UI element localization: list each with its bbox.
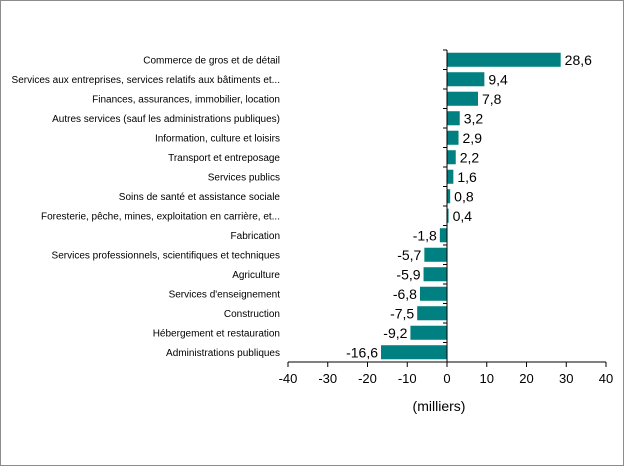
x-tick-label: 20 xyxy=(519,371,533,386)
x-tick-label: 30 xyxy=(559,371,573,386)
bar xyxy=(417,306,447,321)
value-label: 1,6 xyxy=(457,169,477,185)
category-label: Hébergement et restauration xyxy=(153,328,280,339)
value-label: 7,8 xyxy=(482,91,502,107)
value-label: 28,6 xyxy=(565,52,592,68)
category-label: Services d'enseignement xyxy=(169,289,281,300)
value-label: -9,2 xyxy=(383,325,407,341)
bar xyxy=(447,150,456,165)
bar xyxy=(447,72,485,87)
value-label: -1,8 xyxy=(413,227,437,243)
category-label: Commerce de gros et de détail xyxy=(143,55,280,66)
value-label: -6,8 xyxy=(393,286,417,302)
bar xyxy=(447,91,479,106)
category-label: Information, culture et loisirs xyxy=(155,133,280,144)
value-label: 0,8 xyxy=(454,188,474,204)
value-label: 9,4 xyxy=(488,71,508,87)
axes-group: -40 -30 -20 -10 0 10 20 30 40 xyxy=(279,49,613,386)
category-label: Finances, assurances, immobilier, locati… xyxy=(92,94,280,105)
category-label: Transport et entreposage xyxy=(168,153,280,164)
x-tick-label: 40 xyxy=(599,371,613,386)
value-label: 0,4 xyxy=(453,208,473,224)
labels-group: Commerce de gros et de détail 28,6 Service… xyxy=(12,52,593,361)
bar xyxy=(447,189,451,204)
bar xyxy=(447,130,459,145)
category-label: Administrations publiques xyxy=(166,348,280,359)
value-label: 2,2 xyxy=(460,149,480,165)
category-label: Soins de santé et assistance sociale xyxy=(119,192,281,203)
bar xyxy=(439,228,447,243)
bar xyxy=(447,169,454,184)
bar xyxy=(381,345,447,360)
bar xyxy=(423,267,447,282)
x-tick-label: -20 xyxy=(358,371,377,386)
x-axis-title: (milliers) xyxy=(413,398,466,414)
x-tick-label: -30 xyxy=(318,371,337,386)
bar xyxy=(424,247,447,262)
x-tick-label: -40 xyxy=(279,371,298,386)
x-tick-label: 10 xyxy=(480,371,494,386)
bar xyxy=(447,111,460,126)
category-label: Construction xyxy=(224,309,280,320)
category-label: Services aux entreprises, services relat… xyxy=(12,75,280,86)
bar xyxy=(410,325,447,340)
category-label: Agriculture xyxy=(232,270,280,281)
value-label: -7,5 xyxy=(390,305,414,321)
category-label: Services professionnels, scientifiques e… xyxy=(52,250,280,261)
value-label: -5,9 xyxy=(396,266,420,282)
bar xyxy=(447,208,449,223)
category-label: Autres services (sauf les administration… xyxy=(52,114,280,125)
category-label: Foresterie, pêche, mines, exploitation e… xyxy=(41,211,280,222)
category-label: Services publics xyxy=(208,172,280,183)
value-label: -16,6 xyxy=(346,344,378,360)
bar xyxy=(419,286,447,301)
category-label: Fabrication xyxy=(231,231,280,242)
value-label: 3,2 xyxy=(464,110,484,126)
x-tick-label: 0 xyxy=(443,371,450,386)
bar xyxy=(447,52,561,67)
x-tick-label: -10 xyxy=(398,371,417,386)
value-label: 2,9 xyxy=(463,130,483,146)
value-label: -5,7 xyxy=(397,247,421,263)
bars-group xyxy=(381,52,561,360)
